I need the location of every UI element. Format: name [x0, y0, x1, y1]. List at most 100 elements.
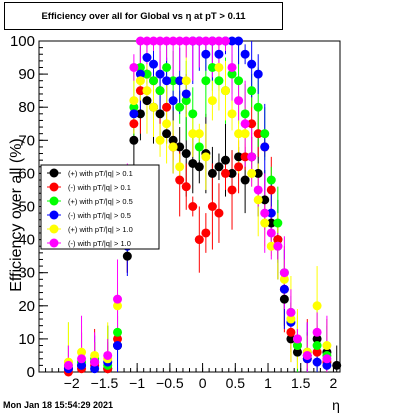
data-point: [279, 274, 289, 284]
legend-marker: [49, 196, 59, 206]
data-point: [155, 135, 165, 145]
data-point: [194, 36, 204, 46]
legend-label: (-) with pT/|q| > 1.0: [68, 239, 131, 248]
data-point: [207, 36, 217, 46]
data-point: [113, 294, 123, 304]
y-tick-label: 20: [18, 298, 35, 315]
data-point: [162, 36, 172, 46]
data-point: [240, 49, 250, 59]
data-point: [214, 36, 224, 46]
data-point: [194, 129, 204, 139]
data-point: [273, 235, 283, 245]
data-point: [113, 334, 123, 344]
data-point: [247, 168, 257, 178]
data-point: [181, 96, 191, 106]
data-point: [279, 294, 289, 304]
data-point: [149, 102, 159, 112]
data-point: [227, 36, 237, 46]
data-point: [201, 76, 211, 86]
x-tick-label: −2: [64, 375, 80, 391]
data-point: [129, 119, 139, 129]
data-point: [286, 327, 296, 337]
data-point: [129, 135, 139, 145]
data-point: [168, 36, 178, 46]
legend-marker: [49, 224, 59, 234]
data-point: [292, 334, 302, 344]
data-point: [234, 152, 244, 162]
data-point: [175, 102, 185, 112]
legend-label: (-) with pT/|q| > 0.5: [68, 211, 131, 220]
legend-box: [40, 164, 160, 250]
data-point: [207, 168, 217, 178]
data-point: [175, 162, 185, 172]
data-point: [155, 109, 165, 119]
data-point: [312, 341, 322, 351]
data-point: [253, 168, 263, 178]
data-point: [142, 69, 152, 79]
data-point: [142, 86, 152, 96]
data-point: [266, 218, 276, 228]
data-point: [175, 76, 185, 86]
data-point: [77, 347, 87, 357]
data-point: [135, 109, 145, 119]
data-point: [201, 36, 211, 46]
data-point: [322, 341, 332, 351]
data-point: [234, 162, 244, 172]
data-point: [273, 241, 283, 251]
data-point: [279, 284, 289, 294]
x-tick-label: −0.5: [156, 375, 184, 391]
data-point: [227, 62, 237, 72]
data-point: [266, 208, 276, 218]
data-point: [260, 129, 270, 139]
data-point: [129, 96, 139, 106]
data-point: [322, 354, 332, 364]
data-point: [266, 175, 276, 185]
data-point: [227, 109, 237, 119]
data-point: [90, 350, 100, 360]
data-point: [312, 301, 322, 311]
legend-label: (+) with pT/|q| > 0.1: [68, 169, 133, 178]
data-point: [302, 350, 312, 360]
data-point: [227, 69, 237, 79]
data-point: [253, 102, 263, 112]
data-point: [129, 62, 139, 72]
data-point: [240, 119, 250, 129]
data-point: [129, 102, 139, 112]
data-point: [162, 119, 172, 129]
chart-title: Efficiency over all for Global vs η at p…: [4, 2, 283, 30]
data-point: [247, 86, 257, 96]
x-tick-label: −1.5: [91, 375, 119, 391]
data-point: [181, 182, 191, 192]
y-tick-label: 50: [18, 199, 35, 216]
data-point: [266, 185, 276, 195]
data-point: [234, 76, 244, 86]
data-point: [155, 69, 165, 79]
y-tick-label: 90: [18, 66, 35, 83]
data-point: [240, 129, 250, 139]
data-point: [181, 76, 191, 86]
data-point: [149, 76, 159, 86]
data-point: [162, 129, 172, 139]
data-point: [220, 36, 230, 46]
data-point: [188, 202, 198, 211]
data-point: [286, 307, 296, 317]
data-point: [201, 49, 211, 59]
data-point: [227, 185, 237, 195]
x-axis-label: η: [332, 397, 340, 413]
data-point: [149, 59, 159, 69]
data-point: [201, 228, 211, 238]
data-point: [194, 162, 204, 172]
data-point: [292, 347, 302, 357]
data-point: [253, 129, 263, 139]
data-point: [220, 86, 230, 96]
data-point: [214, 76, 224, 86]
data-point: [90, 357, 100, 367]
data-point: [135, 86, 145, 96]
y-tick-label: 0: [27, 364, 35, 381]
data-point: [142, 36, 152, 46]
data-point: [247, 59, 257, 69]
y-tick-label: 80: [18, 99, 35, 116]
x-tick-label: −1: [129, 375, 145, 391]
data-point: [201, 152, 211, 162]
